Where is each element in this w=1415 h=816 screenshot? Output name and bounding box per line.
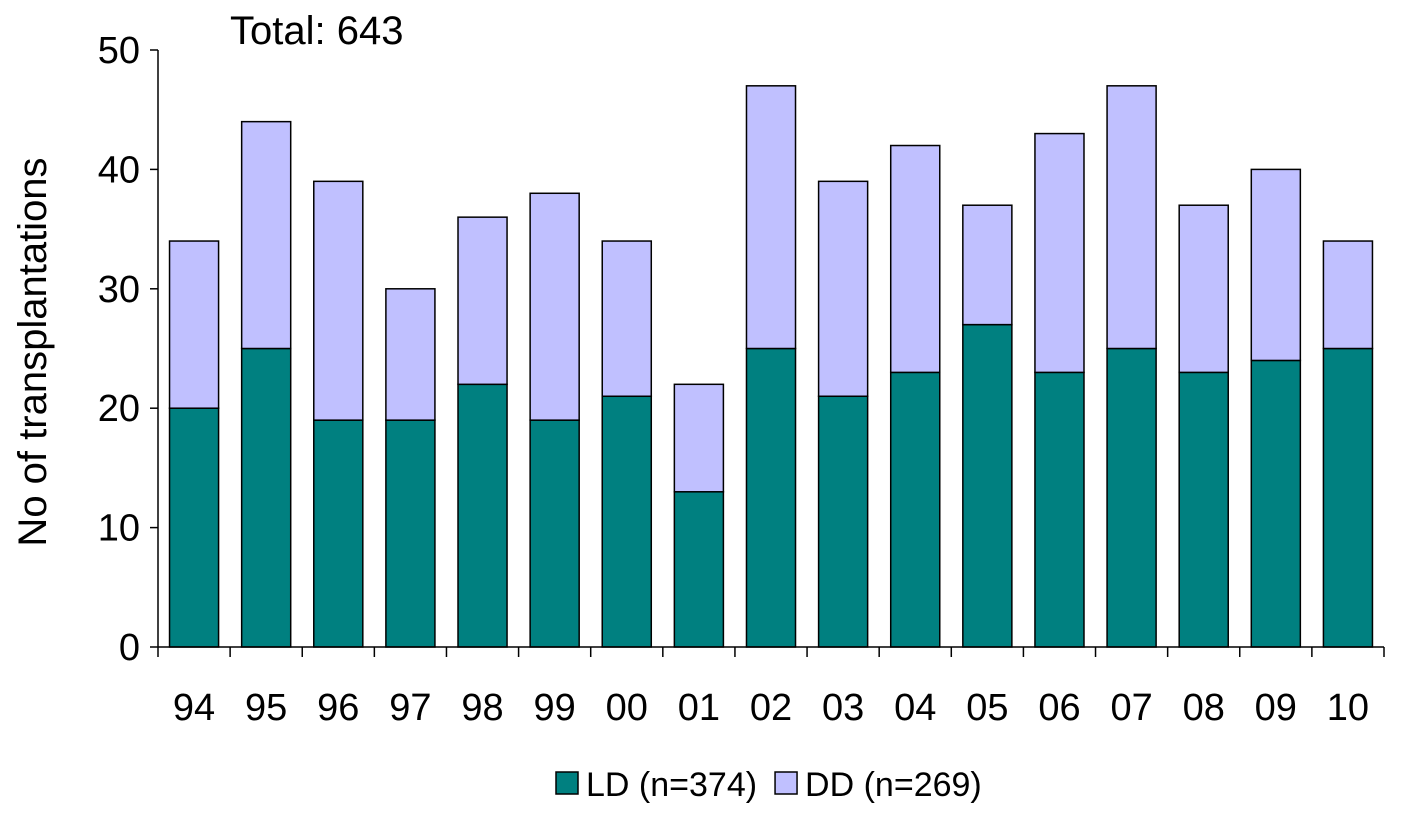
bar-ld-97 — [385, 419, 436, 648]
bar-dd-96 — [313, 180, 364, 421]
legend: LD (n=374) DD (n=269) — [555, 766, 982, 804]
x-tick-label-07: 07 — [1110, 687, 1152, 729]
bar-dd-09 — [1250, 168, 1302, 362]
legend-label-dd: DD (n=269) — [805, 766, 982, 804]
y-tick-label-40: 40 — [98, 149, 140, 191]
bar-dd-05 — [962, 204, 1013, 326]
x-tick-label-04: 04 — [894, 687, 936, 729]
x-tick-label-10: 10 — [1327, 687, 1369, 729]
y-tick-label-20: 20 — [98, 388, 140, 430]
bar-dd-07 — [1106, 85, 1157, 350]
bar-ld-99 — [529, 419, 580, 648]
bar-ld-09 — [1250, 359, 1302, 648]
x-tick-label-03: 03 — [822, 687, 864, 729]
bar-ld-94 — [168, 407, 220, 648]
bar-dd-02 — [745, 85, 797, 350]
bar-dd-99 — [529, 192, 580, 421]
bar-ld-98 — [457, 383, 508, 648]
axes-group: 0 10 20 30 40 50 94 95 96 97 98 99 00 01 02 03 04 05 06 07 0… — [98, 30, 1385, 729]
legend-swatch-dd — [774, 771, 798, 795]
x-tick-label-95: 95 — [245, 687, 287, 729]
bar-dd-10 — [1322, 240, 1374, 350]
x-tick-label-98: 98 — [461, 687, 503, 729]
y-axis-title: No of transplantations — [11, 157, 55, 546]
bar-ld-06 — [1034, 371, 1085, 648]
bar-ld-04 — [889, 371, 941, 648]
bar-dd-01 — [673, 383, 725, 493]
x-tick-label-96: 96 — [317, 687, 359, 729]
x-tick-label-08: 08 — [1183, 687, 1225, 729]
bar-ld-10 — [1322, 347, 1374, 648]
bar-dd-04 — [889, 144, 941, 374]
bar-ld-95 — [240, 347, 292, 648]
y-tick-label-50: 50 — [98, 30, 140, 72]
bars-group — [168, 85, 1374, 648]
x-tick-label-06: 06 — [1038, 687, 1080, 729]
x-tick-label-97: 97 — [389, 687, 431, 729]
legend-label-ld: LD (n=374) — [586, 766, 757, 804]
x-tick-label-99: 99 — [534, 687, 576, 729]
bar-dd-94 — [168, 240, 220, 409]
bar-dd-98 — [457, 216, 508, 386]
x-tick-label-02: 02 — [750, 687, 792, 729]
bar-ld-02 — [745, 347, 797, 648]
bar-ld-96 — [313, 419, 364, 648]
x-tick-label-01: 01 — [678, 687, 720, 729]
y-tick-label-30: 30 — [98, 269, 140, 311]
x-tick-label-94: 94 — [173, 687, 215, 729]
x-tick-label-00: 00 — [606, 687, 648, 729]
chart-annotation: Total: 643 — [230, 9, 403, 53]
bar-dd-08 — [1178, 204, 1229, 374]
bar-dd-95 — [240, 120, 292, 350]
x-tick-label-09: 09 — [1255, 687, 1297, 729]
bar-ld-07 — [1106, 347, 1157, 648]
bar-ld-00 — [601, 395, 653, 648]
bar-ld-03 — [817, 395, 869, 648]
bar-dd-03 — [817, 180, 869, 398]
y-tick-label-0: 0 — [119, 627, 140, 669]
legend-swatch-ld — [555, 771, 579, 795]
bar-ld-08 — [1178, 371, 1229, 648]
y-tick-label-10: 10 — [98, 508, 140, 550]
bar-ld-01 — [673, 491, 725, 648]
x-tick-label-05: 05 — [966, 687, 1008, 729]
bar-dd-97 — [385, 288, 436, 421]
bar-dd-00 — [601, 240, 653, 398]
bar-dd-06 — [1034, 132, 1085, 374]
bar-ld-05 — [962, 323, 1013, 648]
